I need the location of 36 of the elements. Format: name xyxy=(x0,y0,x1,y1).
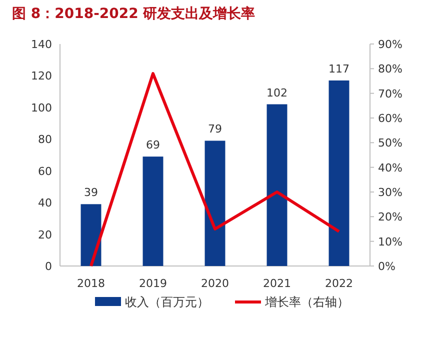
data-label: 102 xyxy=(266,86,288,100)
x-tick-label: 2019 xyxy=(139,277,167,290)
y2-tick-label: 70% xyxy=(378,87,402,100)
y2-tick-label: 50% xyxy=(378,136,402,150)
y-tick-label: 120 xyxy=(31,70,52,83)
legend-label: 增长率（右轴） xyxy=(264,295,349,309)
y2-tick-label: 30% xyxy=(378,186,402,199)
y-tick-label: 0 xyxy=(45,260,52,273)
data-label: 39 xyxy=(84,186,98,200)
x-tick-label: 2020 xyxy=(201,277,229,290)
x-tick-label: 2018 xyxy=(77,277,105,290)
y-tick-label: 60 xyxy=(38,164,52,178)
y-tick-label: 140 xyxy=(31,38,52,51)
chart-title: 图 8：2018-2022 研发支出及增长率 xyxy=(12,5,256,22)
x-tick-label: 2022 xyxy=(325,277,353,290)
y-tick-label: 20 xyxy=(38,228,52,242)
bar xyxy=(204,140,226,266)
y2-tick-label: 0% xyxy=(378,260,396,273)
bar xyxy=(328,80,350,266)
legend-label: 收入（百万元） xyxy=(125,295,209,309)
y-tick-label: 100 xyxy=(31,101,52,114)
y2-tick-label: 80% xyxy=(378,62,402,76)
bar xyxy=(80,204,102,266)
y2-tick-label: 40% xyxy=(378,161,402,174)
bar xyxy=(266,104,288,266)
data-label: 79 xyxy=(208,122,222,136)
y2-tick-label: 90% xyxy=(378,38,402,51)
data-label: 69 xyxy=(146,138,160,152)
y-tick-label: 40 xyxy=(38,196,52,210)
y2-tick-label: 60% xyxy=(378,112,402,125)
y2-tick-label: 20% xyxy=(378,210,402,224)
bar xyxy=(142,156,164,266)
data-label: 117 xyxy=(328,62,350,76)
y-tick-label: 80 xyxy=(38,133,52,146)
y2-tick-label: 10% xyxy=(378,235,402,248)
x-tick-label: 2021 xyxy=(263,277,291,290)
